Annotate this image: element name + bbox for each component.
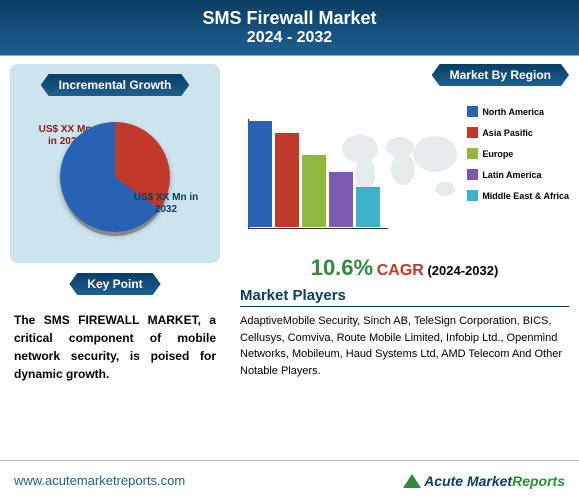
ribbon-wrap-2: Key Point [10, 273, 220, 295]
bar [329, 172, 353, 227]
legend-label: North America [482, 107, 544, 117]
logo-text-2: Reports [512, 473, 565, 489]
legend-label: Asia Pasific [482, 128, 533, 138]
legend-label: Middle East & Africa [482, 191, 569, 201]
market-region-ribbon: Market By Region [432, 64, 569, 86]
header: SMS Firewall Market 2024 - 2032 [0, 0, 579, 56]
incremental-growth-ribbon: Incremental Growth [41, 74, 190, 96]
title: SMS Firewall Market [0, 8, 579, 29]
logo: Acute Market Reports [403, 473, 565, 489]
bar [248, 121, 272, 227]
year-range: 2024 - 2032 [0, 29, 579, 47]
cagr-percent: 10.6% [311, 255, 373, 280]
legend-swatch [467, 148, 478, 159]
logo-triangle-icon [403, 474, 421, 488]
bar [356, 187, 380, 227]
pie-area: US$ XX Mn in 2024 US$ XX Mn in 2032 [16, 104, 214, 249]
ribbon-wrap-3: Market By Region [240, 64, 569, 86]
legend-item: Europe [467, 148, 569, 159]
legend-label: Latin America [482, 170, 541, 180]
left-panel: Incremental Growth US$ XX Mn in 2024 US$… [0, 56, 230, 448]
key-point-text: The SMS FIREWALL MARKET, a critical comp… [10, 303, 220, 391]
logo-text-1: Acute Market [424, 473, 512, 489]
legend-item: North America [467, 106, 569, 117]
legend-item: Latin America [467, 169, 569, 180]
cagr-label: CAGR [377, 262, 424, 279]
cagr-line: 10.6% CAGR (2024-2032) [240, 255, 569, 281]
x-axis [248, 228, 388, 229]
market-players-body: AdaptiveMobile Security, Sinch AB, TeleS… [240, 313, 569, 379]
legend-label: Europe [482, 149, 513, 159]
pie-label-2032: US$ XX Mn in 2032 [126, 192, 206, 216]
ribbon-wrap: Incremental Growth [16, 74, 214, 96]
pie-container: Incremental Growth US$ XX Mn in 2024 US$… [10, 64, 220, 263]
legend-swatch [467, 127, 478, 138]
legend-swatch [467, 106, 478, 117]
footer: www.acutemarketreports.com Acute Market … [0, 460, 579, 500]
legend-swatch [467, 169, 478, 180]
bar-chart-area: North America Asia Pasific Europe Latin Ame… [240, 94, 569, 249]
right-panel: Market By Region North America Asia Pasif… [230, 56, 579, 448]
content: Incremental Growth US$ XX Mn in 2024 US$… [0, 56, 579, 448]
legend: North America Asia Pasific Europe Latin Ame… [467, 106, 569, 211]
bars [248, 121, 380, 227]
legend-item: Asia Pasific [467, 127, 569, 138]
legend-swatch [467, 190, 478, 201]
bar [275, 133, 299, 227]
legend-item: Middle East & Africa [467, 190, 569, 201]
bar [302, 155, 326, 227]
key-point-ribbon: Key Point [69, 273, 160, 295]
cagr-period: (2024-2032) [427, 263, 498, 278]
website-url[interactable]: www.acutemarketreports.com [14, 473, 185, 488]
market-players-heading: Market Players [240, 287, 569, 307]
